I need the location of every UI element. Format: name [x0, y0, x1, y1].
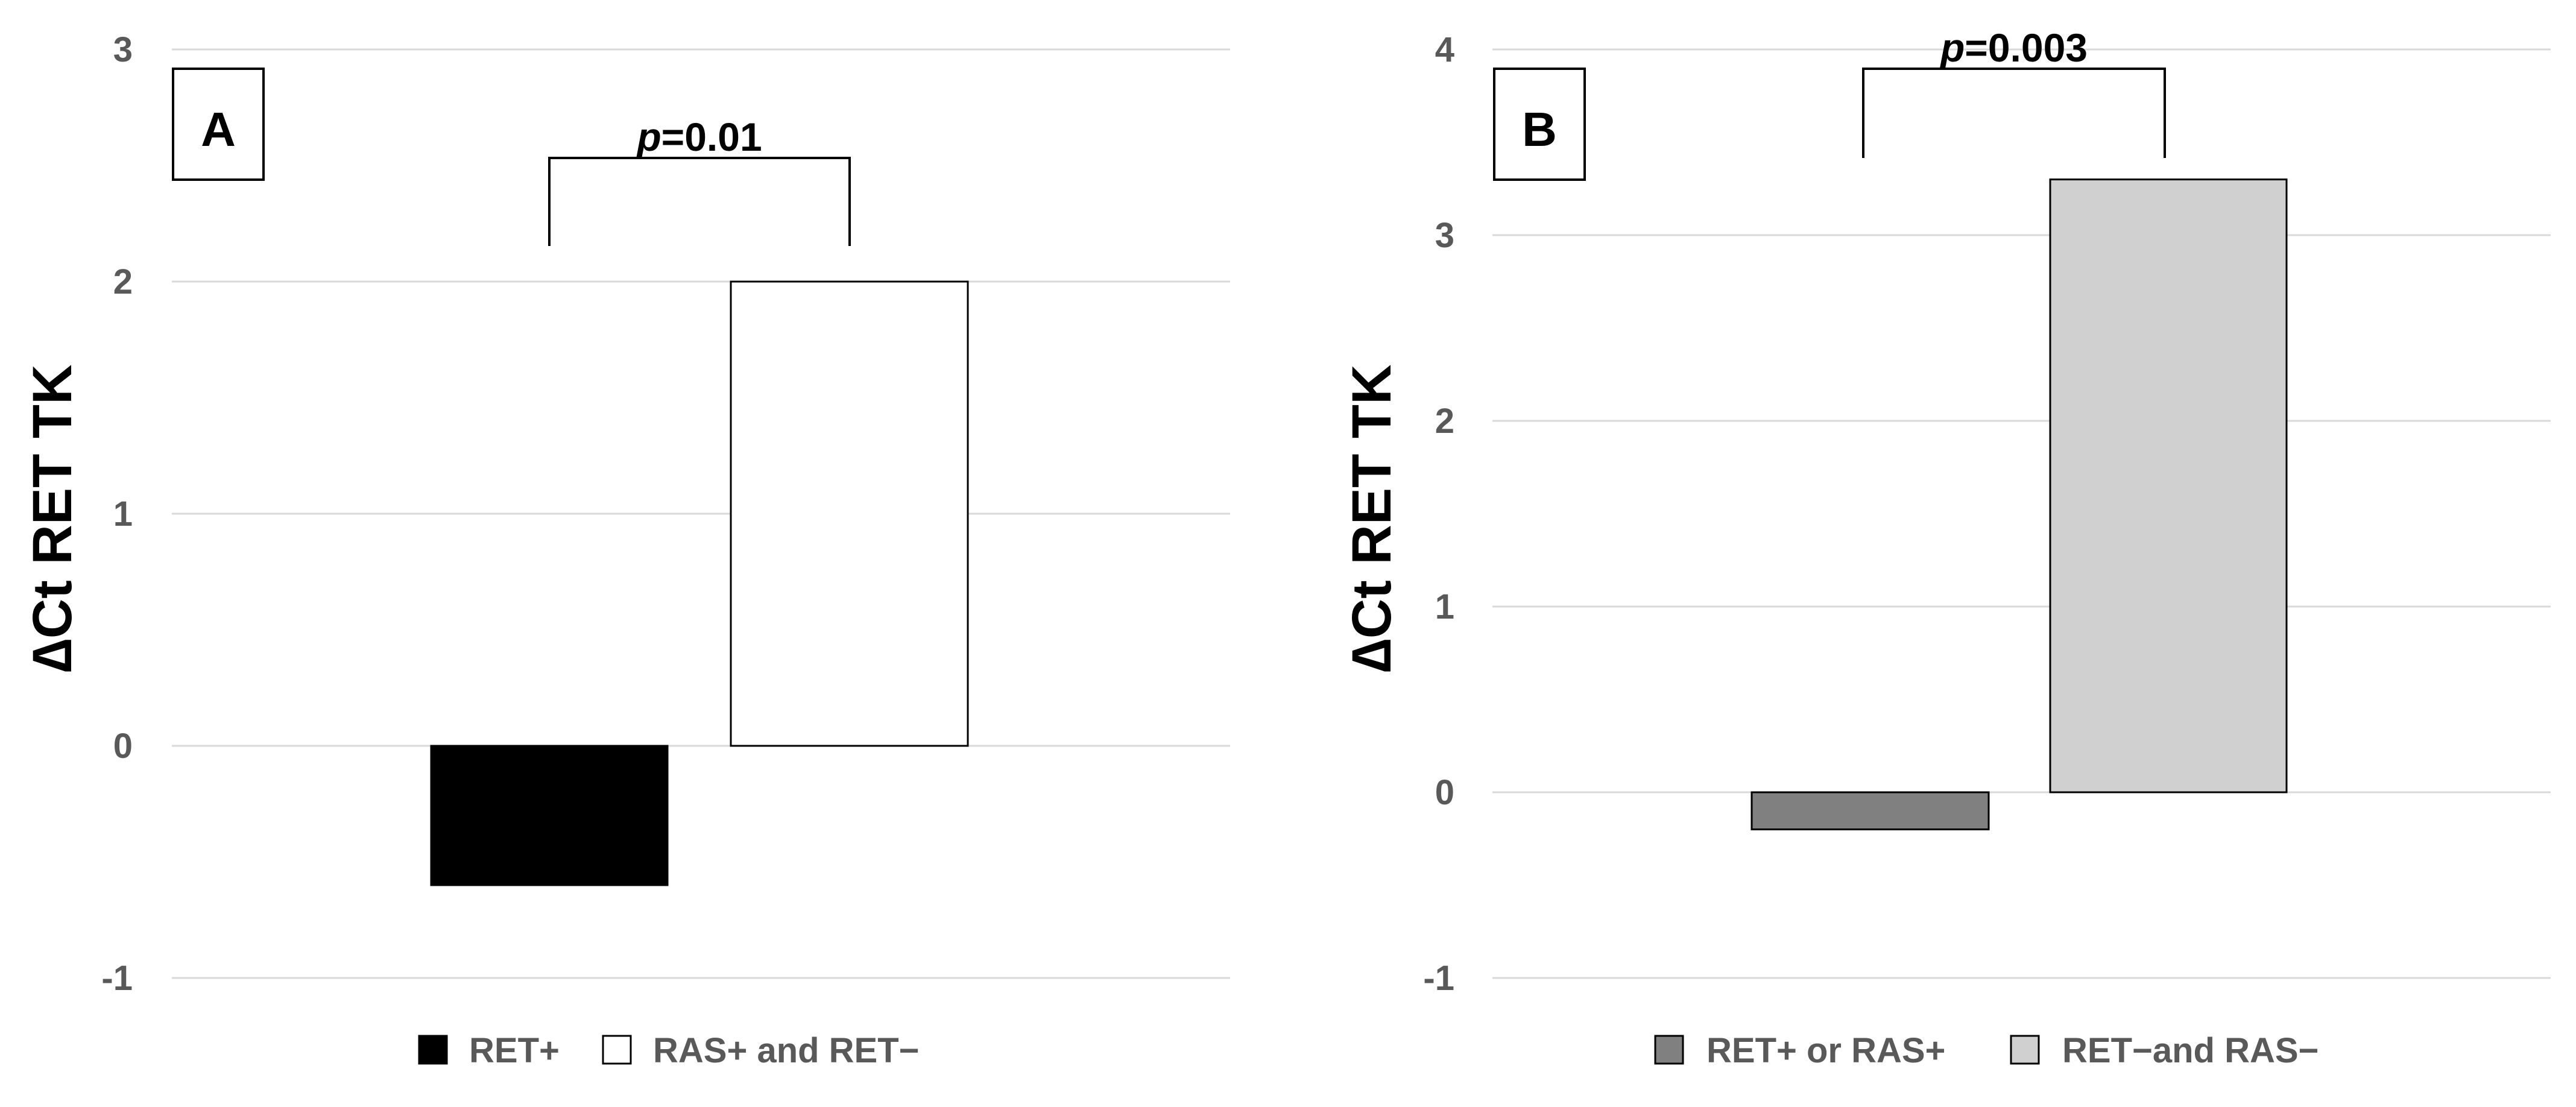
bar [430, 745, 669, 886]
y-tick-label: 3 [113, 30, 133, 69]
y-tick-label: 2 [1435, 402, 1454, 441]
legend-label: RET−and RAS− [2062, 1031, 2319, 1070]
bar [2049, 178, 2288, 793]
y-axis-label: ∆Ct RET TK [22, 364, 83, 672]
y-tick-label: 1 [1435, 587, 1454, 626]
significance-bracket [1862, 68, 2166, 158]
legend-swatch [1654, 1035, 1684, 1065]
p-value: =0.01 [661, 115, 762, 159]
legend-swatch [602, 1035, 632, 1065]
bar [730, 280, 969, 747]
legend-label: RAS+ and RET− [653, 1031, 920, 1070]
panel-a: -1 0 1 2 3 ∆Ct RET TK A p=0.01 RET+ RAS+ and RET− [22, 30, 1230, 1070]
p-value-label: p=0.01 [636, 115, 762, 159]
y-tick-label: -1 [101, 959, 133, 998]
panel-label: A [201, 102, 236, 156]
y-tick-label: 4 [1435, 30, 1454, 69]
legend-label: RET+ or RAS+ [1706, 1031, 1945, 1070]
panel-b: -1 0 1 2 3 4 ∆Ct RET TK Bp=0.003 RET+ or RAS+ RET… [1341, 25, 2551, 1070]
y-tick-label: -1 [1423, 959, 1454, 998]
bar [1750, 791, 1990, 831]
legend-swatch [2010, 1035, 2040, 1065]
p-value: =0.003 [1965, 25, 2088, 70]
y-tick-label: 1 [113, 494, 133, 534]
y-axis-label: ∆Ct RET TK [1341, 364, 1403, 672]
significance-bracket [548, 157, 851, 246]
p-value-label: p=0.003 [1939, 25, 2088, 70]
y-tick-label: 3 [1435, 216, 1454, 255]
y-tick-label: 2 [113, 262, 133, 301]
y-tick-label: 0 [113, 727, 133, 766]
panel-label: B [1522, 102, 1557, 156]
p-symbol: p [1939, 25, 1965, 70]
legend-label: RET+ [469, 1031, 560, 1070]
panel-label-box [1493, 68, 1586, 181]
y-tick-label: 0 [1435, 773, 1454, 812]
panel-label-box [172, 68, 265, 181]
legend-swatch [418, 1035, 448, 1065]
p-symbol: p [636, 115, 661, 159]
